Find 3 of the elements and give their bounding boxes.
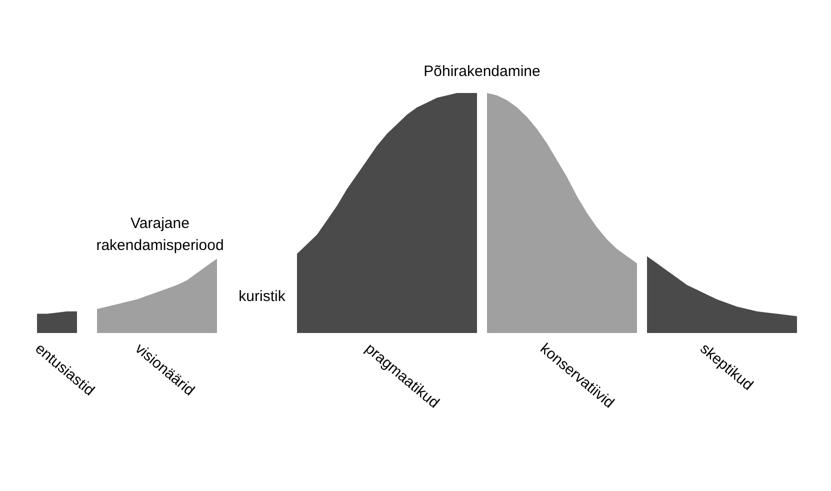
text: Põhirakendamine [424,63,540,80]
annotation: kuristik [238,288,286,306]
annotation: Varajane rakendamisperiood [96,215,224,254]
